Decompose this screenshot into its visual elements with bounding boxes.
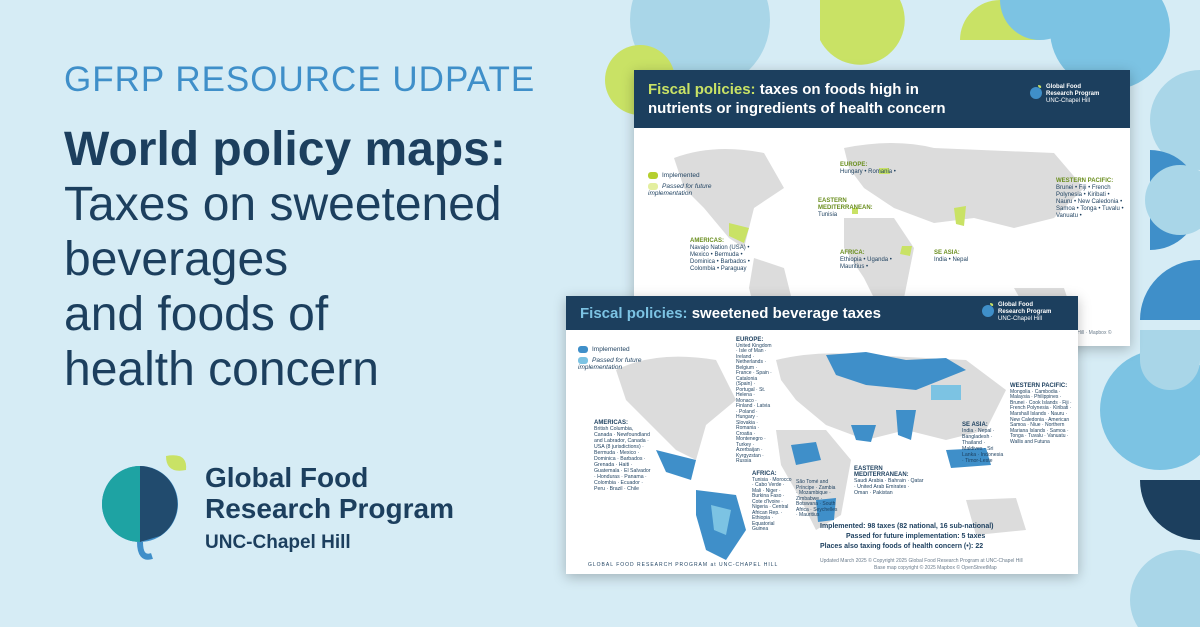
mini-logo-l2: Research Program	[1046, 91, 1100, 97]
logo-name-1: Global Food	[205, 462, 369, 493]
region-heading: AMERICAS:	[594, 420, 628, 426]
legend-future: Passed for future implementation	[578, 357, 658, 371]
beverage-card-header: Fiscal policies: sweetened beverage taxe…	[566, 296, 1078, 330]
bev-label-americas: AMERICAS: British Columbia, Canada · Newf…	[594, 420, 652, 492]
region-items: Brunei • Fiji • French Polynesia • Kirib…	[1056, 185, 1124, 219]
bev-label-africa-2: São Tomé and Príncipe · Zambia · Mozambi…	[796, 479, 838, 519]
mini-logo-mark	[1030, 85, 1042, 99]
beverage-map-card: Fiscal policies: sweetened beverage taxe…	[566, 296, 1078, 574]
foods-label-africa: AFRICA: Ethiopia • Uganda • Mauritius •	[840, 250, 900, 271]
legend-label: Implemented	[662, 172, 700, 180]
region-heading: SE ASIA:	[934, 250, 960, 256]
region-items: United Kingdom · Isle of Man · Ireland ·…	[736, 342, 772, 464]
legend-implemented: Implemented	[578, 346, 658, 353]
headline-bold: World policy maps:	[64, 123, 506, 176]
beverage-legend: Implemented Passed for future implementa…	[578, 346, 658, 371]
swatch-future	[648, 183, 658, 191]
bev-label-emed: EASTERN MEDITERRANEAN: Saudi Arabia · Bah…	[854, 466, 924, 496]
region-heading: EASTERN MEDITERRANEAN:	[818, 198, 873, 211]
region-items: British Columbia, Canada · Newfoundland …	[594, 426, 651, 492]
mini-logo-l1: Global Food	[1046, 84, 1081, 90]
bev-label-africa: AFRICA: Tunisia · Morocco · Cabo Verde · …	[752, 471, 792, 533]
headline: World policy maps: Taxes on sweetened be…	[64, 122, 584, 397]
legend-implemented: Implemented	[648, 172, 728, 179]
region-items: Tunisia	[818, 212, 838, 218]
region-heading: WESTERN PACIFIC:	[1056, 178, 1114, 184]
headline-line: and foods of	[64, 288, 329, 341]
foods-label-emed: EASTERN MEDITERRANEAN: Tunisia	[818, 198, 898, 219]
legend-future: Passed for future implementation	[648, 183, 728, 197]
foods-legend: Implemented Passed for future implementa…	[648, 172, 728, 197]
headline-line: beverages	[64, 233, 289, 286]
foods-card-header: Fiscal policies: taxes on foods high in …	[634, 70, 1130, 128]
region-heading: EUROPE:	[736, 337, 764, 343]
kicker: GFRP RESOURCE UDPATE	[64, 60, 536, 99]
mini-logo-l2: Research Program	[998, 309, 1052, 315]
beverage-footer-right-2: Base map copyright © 2025 Mapbox © OpenS…	[874, 565, 997, 571]
beverage-card-title: Fiscal policies: sweetened beverage taxe…	[580, 305, 881, 322]
title-rest: taxes on foods high in	[759, 81, 919, 98]
title-rest: nutrients or ingredients of health conce…	[648, 100, 946, 117]
region-items: Tunisia · Morocco · Cabo Verde · Mali · …	[752, 476, 792, 532]
title-accent: Fiscal policies:	[648, 81, 756, 98]
hero-text: GFRP RESOURCE UDPATE World policy maps: …	[64, 60, 584, 397]
region-items: Hungary • Romania •	[840, 169, 896, 175]
region-items: India · Nepal · Bangladesh · Thailand · …	[962, 428, 1004, 464]
beverage-footer-brand: GLOBAL FOOD RESEARCH PROGRAM at UNC-CHAP…	[588, 562, 779, 568]
bev-label-seasia: SE ASIA: India · Nepal · Bangladesh · Tha…	[962, 422, 1006, 464]
stat-implemented: Implemented: 98 taxes (82 national, 16 s…	[820, 523, 994, 530]
region-heading: WESTERN PACIFIC:	[1010, 383, 1068, 389]
foods-card-logo: Global Food Research Program UNC-Chapel …	[1030, 84, 1100, 105]
region-heading: AFRICA:	[752, 471, 777, 477]
foods-label-wpac: WESTERN PACIFIC: Brunei • Fiji • French P…	[1056, 178, 1124, 220]
gfrp-logo-mark	[102, 455, 187, 560]
region-items: India • Nepal	[934, 257, 969, 263]
region-heading: EUROPE:	[840, 162, 868, 168]
gfrp-logo-text: Global Food Research Program UNC-Chapel …	[205, 462, 454, 554]
swatch-future	[578, 357, 588, 365]
region-heading: AMERICAS:	[690, 238, 724, 244]
legend-label: Passed for future implementation	[648, 183, 712, 198]
region-items: Ethiopia • Uganda • Mauritius •	[840, 257, 892, 270]
headline-line: Taxes on sweetened	[64, 178, 502, 231]
foods-label-europe: EUROPE: Hungary • Romania •	[840, 162, 910, 176]
headline-line: health concern	[64, 343, 379, 396]
title-accent: Fiscal policies:	[580, 305, 688, 322]
mini-logo-l1: Global Food	[998, 302, 1033, 308]
mini-logo-l3: UNC-Chapel Hill	[998, 316, 1043, 322]
region-heading: EASTERN MEDITERRANEAN:	[854, 466, 909, 478]
legend-label: Passed for future implementation	[578, 357, 642, 372]
logo-affiliation: UNC-Chapel Hill	[205, 532, 351, 553]
bev-label-europe: EUROPE: United Kingdom · Isle of Man · Ir…	[736, 337, 772, 465]
region-items: Saudi Arabia · Bahrain · Qatar · United …	[854, 478, 924, 496]
swatch-implemented	[578, 346, 588, 353]
stat-future: Passed for future implementation: 5 taxe…	[846, 533, 986, 540]
region-heading: AFRICA:	[840, 250, 865, 256]
beverage-stats: Implemented: 98 taxes (82 national, 16 s…	[820, 522, 1070, 552]
mini-logo-l3: UNC-Chapel Hill	[1046, 98, 1091, 104]
gfrp-logo: Global Food Research Program UNC-Chapel …	[100, 452, 480, 562]
beverage-world-map	[616, 352, 1026, 560]
beverage-footer-right-1: Updated March 2025 © Copyright 2025 Glob…	[820, 558, 1023, 564]
legend-label: Implemented	[592, 346, 630, 354]
beverage-card-logo: Global Food Research Program UNC-Chapel …	[982, 302, 1052, 323]
region-items: Mongolia · Cambodia · Malaysia · Philipp…	[1010, 388, 1072, 445]
region-items: São Tomé and Príncipe · Zambia · Mozambi…	[796, 479, 838, 518]
stat-places: Places also taxing foods of health conce…	[820, 543, 984, 550]
region-items: Navajo Nation (USA) • Mexico • Bermuda •…	[690, 245, 750, 272]
foods-label-americas: AMERICAS: Navajo Nation (USA) • Mexico • …	[690, 238, 760, 273]
foods-card-title: Fiscal policies: taxes on foods high in …	[648, 80, 946, 118]
region-heading: SE ASIA:	[962, 422, 988, 428]
swatch-implemented	[648, 172, 658, 179]
foods-label-seasia: SE ASIA: India • Nepal	[934, 250, 984, 264]
bev-label-wpac: WESTERN PACIFIC: Mongolia · Cambodia · Ma…	[1010, 383, 1074, 446]
logo-name-2: Research Program	[205, 493, 455, 524]
mini-logo-mark	[982, 303, 994, 317]
title-rest: sweetened beverage taxes	[691, 305, 881, 322]
